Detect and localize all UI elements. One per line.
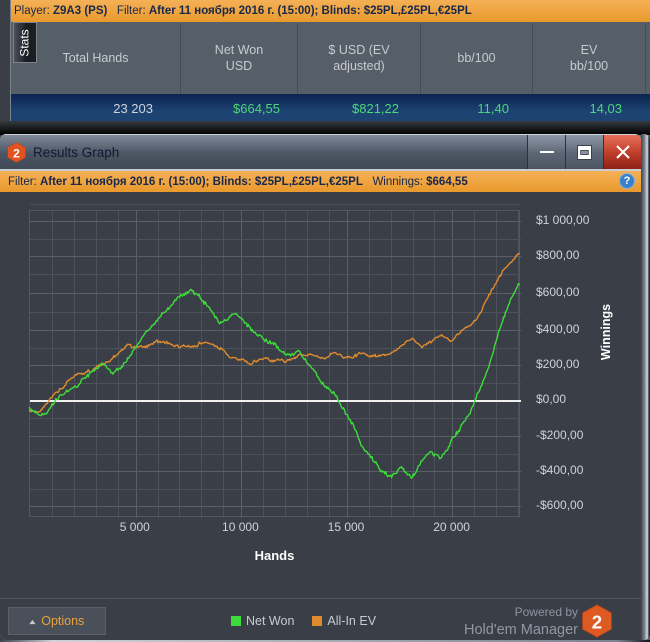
svg-text:2: 2 [13,146,20,160]
svg-text:2: 2 [592,612,602,633]
